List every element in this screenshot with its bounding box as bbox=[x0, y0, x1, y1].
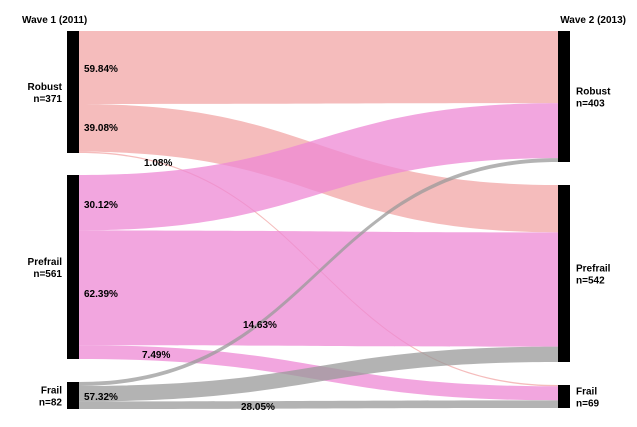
flow-label-frail-to-prefrail: 57.32% bbox=[84, 392, 118, 403]
left-node-label-prefrail: Prefrail bbox=[28, 257, 63, 268]
right-node-count-robust: n=403 bbox=[576, 99, 605, 110]
flow-frail-to-robust bbox=[79, 158, 558, 386]
left-node-count-robust: n=371 bbox=[33, 94, 62, 105]
labels-layer: Wave 1 (2011) Wave 2 (2013) Robustn=371P… bbox=[22, 15, 626, 413]
flow-label-frail-to-frail: 28.05% bbox=[241, 402, 275, 413]
flow-label-frail-to-robust: 14.63% bbox=[243, 320, 277, 331]
flow-label-robust-to-frail: 1.08% bbox=[144, 158, 172, 169]
flow-prefrail-to-prefrail bbox=[79, 230, 558, 347]
flow-robust-to-robust bbox=[79, 31, 558, 105]
right-node-bar-robust bbox=[558, 31, 570, 162]
left-column-title: Wave 1 (2011) bbox=[22, 15, 87, 26]
flow-frail-to-prefrail bbox=[79, 346, 558, 402]
right-column-title: Wave 2 (2013) bbox=[560, 15, 626, 26]
right-node-label-robust: Robust bbox=[576, 87, 611, 98]
flow-prefrail-to-robust bbox=[79, 103, 558, 231]
right-node-label-prefrail: Prefrail bbox=[576, 264, 611, 275]
flow-frail-to-frail bbox=[79, 400, 558, 409]
right-node-bar-prefrail bbox=[558, 185, 570, 362]
left-node-count-frail: n=82 bbox=[39, 398, 63, 409]
nodes-layer bbox=[67, 31, 570, 409]
left-node-bar-prefrail bbox=[67, 175, 79, 359]
flow-label-prefrail-to-frail: 7.49% bbox=[142, 350, 170, 361]
flow-label-prefrail-to-prefrail: 62.39% bbox=[84, 289, 118, 300]
right-node-bar-frail bbox=[558, 385, 570, 408]
left-node-label-robust: Robust bbox=[28, 82, 63, 93]
right-node-label-frail: Frail bbox=[576, 387, 597, 398]
flow-label-robust-to-prefrail: 39.08% bbox=[84, 123, 118, 134]
left-node-label-frail: Frail bbox=[41, 386, 62, 397]
left-node-bar-robust bbox=[67, 31, 79, 153]
flows-layer bbox=[79, 31, 558, 409]
right-node-count-frail: n=69 bbox=[576, 399, 600, 410]
left-node-count-prefrail: n=561 bbox=[33, 269, 62, 280]
right-node-count-prefrail: n=542 bbox=[576, 276, 605, 287]
left-node-bar-frail bbox=[67, 382, 79, 409]
flow-label-prefrail-to-robust: 30.12% bbox=[84, 200, 118, 211]
flow-label-robust-to-robust: 59.84% bbox=[84, 64, 118, 75]
